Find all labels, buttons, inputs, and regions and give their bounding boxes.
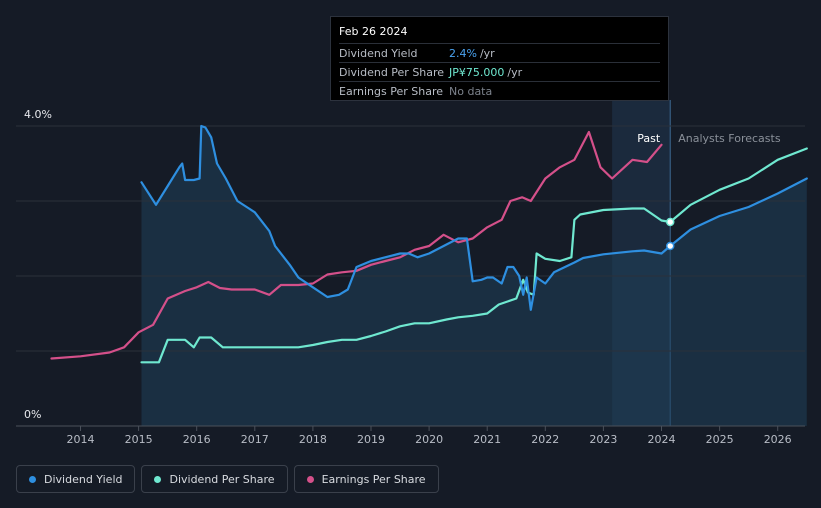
legend: Dividend Yield Dividend Per Share Earnin…	[16, 465, 439, 493]
tooltip-value: No data	[449, 84, 493, 98]
tooltip-label: Dividend Per Share	[339, 65, 445, 79]
tooltip-unit: /yr	[507, 65, 523, 79]
x-tick-label: 2015	[125, 433, 153, 446]
x-tick-label: 2020	[415, 433, 443, 446]
tooltip-value: JP¥75.000	[449, 65, 505, 79]
legend-label: Dividend Yield	[44, 472, 123, 486]
forecast-markers	[665, 217, 675, 251]
dividend-per-share-line	[140, 147, 808, 364]
x-tick-label: 2021	[473, 433, 501, 446]
tooltip-row-dividend-per-share: Dividend Per Share JP¥75.000 /yr	[339, 62, 660, 81]
tooltip-value: 2.4%	[449, 46, 477, 60]
legend-dot-icon	[306, 475, 314, 483]
tooltip-label: Dividend Yield	[339, 46, 418, 60]
grid-lines	[16, 125, 805, 427]
x-axis-ticks: 2014 2015 2016 2017 2018 2019 2020 2021 2022 2023…	[67, 426, 792, 446]
x-tick-label: 2025	[706, 433, 734, 446]
dividend-yield-line	[140, 124, 808, 311]
tooltip-row-dividend-yield: Dividend Yield 2.4% /yr	[339, 43, 660, 62]
past-label: Past	[637, 132, 661, 145]
dividend-yield-marker	[665, 241, 675, 251]
legend-dot-icon	[154, 475, 162, 483]
x-tick-label: 2014	[67, 433, 95, 446]
y-axis-label-bottom: 0%	[24, 408, 41, 421]
x-tick-label: 2026	[764, 433, 792, 446]
x-tick-label: 2018	[299, 433, 327, 446]
x-tick-label: 2017	[241, 433, 269, 446]
earnings-per-share-line	[50, 130, 663, 360]
legend-earnings-per-share[interactable]: Earnings Per Share	[293, 465, 439, 493]
analysts-forecast-label: Analysts Forecasts	[678, 132, 781, 145]
x-tick-label: 2016	[183, 433, 211, 446]
x-tick-label: 2019	[357, 433, 385, 446]
tooltip-unit: /yr	[479, 46, 495, 60]
legend-dot-icon	[29, 475, 36, 483]
tooltip-row-earnings-per-share: Earnings Per Share No data	[339, 81, 660, 100]
tooltip-label: Earnings Per Share	[339, 84, 444, 98]
dividend-per-share-marker	[665, 217, 675, 227]
legend-label: Dividend Per Share	[169, 472, 275, 486]
legend-dividend-yield[interactable]: Dividend Yield	[16, 465, 136, 493]
series-lines	[50, 124, 808, 364]
y-axis-label-top: 4.0%	[24, 108, 52, 121]
legend-label: Earnings Per Share	[321, 472, 426, 486]
legend-dividend-per-share[interactable]: Dividend Per Share	[141, 465, 288, 493]
tooltip: Feb 26 2024 Dividend Yield 2.4% /yr Divi…	[330, 16, 669, 101]
x-tick-label: 2024	[648, 433, 676, 446]
x-tick-label: 2023	[589, 433, 617, 446]
tooltip-date: Feb 26 2024	[339, 25, 408, 38]
x-tick-label: 2022	[531, 433, 559, 446]
